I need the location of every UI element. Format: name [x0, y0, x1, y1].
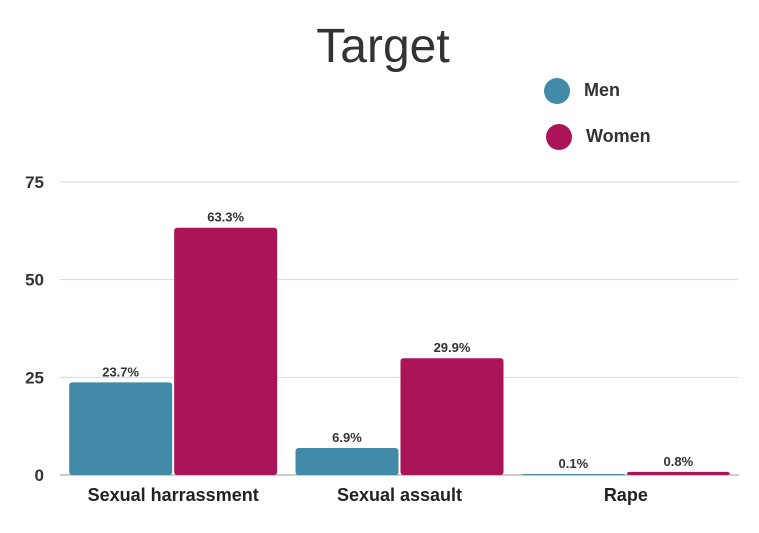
data-labels: 23.7% 63.3% 6.9% 29.9% 0.1% 0.8% — [102, 210, 693, 471]
legend-item-men: Men — [544, 78, 620, 104]
x-tick-label-0: Sexual harrassment — [88, 485, 259, 505]
legend-label-women: Women — [586, 126, 651, 146]
data-label-men-1: 6.9% — [332, 430, 362, 445]
bar-men-1 — [295, 448, 399, 475]
y-tick-label-75: 75 — [25, 173, 44, 192]
chart-title: Target — [316, 20, 449, 73]
legend-item-women: Women — [546, 124, 651, 150]
bar-men-2 — [521, 474, 625, 475]
x-tick-label-1: Sexual assault — [337, 485, 462, 505]
data-label-women-0: 63.3% — [207, 210, 244, 225]
bars — [69, 227, 730, 475]
gridlines — [60, 181, 739, 476]
bar-women-1 — [400, 358, 504, 475]
x-axis-ticks: Sexual harrassment Sexual assault Rape — [88, 485, 648, 505]
y-axis-ticks: 0 25 50 75 — [25, 173, 44, 485]
data-label-men-0: 23.7% — [102, 364, 139, 379]
y-tick-label-0: 0 — [35, 466, 44, 485]
y-tick-label-25: 25 — [25, 368, 44, 387]
data-label-women-1: 29.9% — [434, 340, 471, 355]
legend-swatch-men — [544, 78, 570, 104]
data-label-women-2: 0.8% — [664, 454, 694, 469]
legend: Men Women — [544, 78, 651, 150]
legend-swatch-women — [546, 124, 572, 150]
bar-women-0 — [174, 227, 278, 475]
y-tick-label-50: 50 — [25, 271, 44, 290]
data-label-men-2: 0.1% — [559, 456, 589, 471]
bar-men-0 — [69, 382, 173, 475]
bar-women-2 — [626, 471, 730, 475]
legend-label-men: Men — [584, 80, 620, 100]
x-tick-label-2: Rape — [604, 485, 648, 505]
